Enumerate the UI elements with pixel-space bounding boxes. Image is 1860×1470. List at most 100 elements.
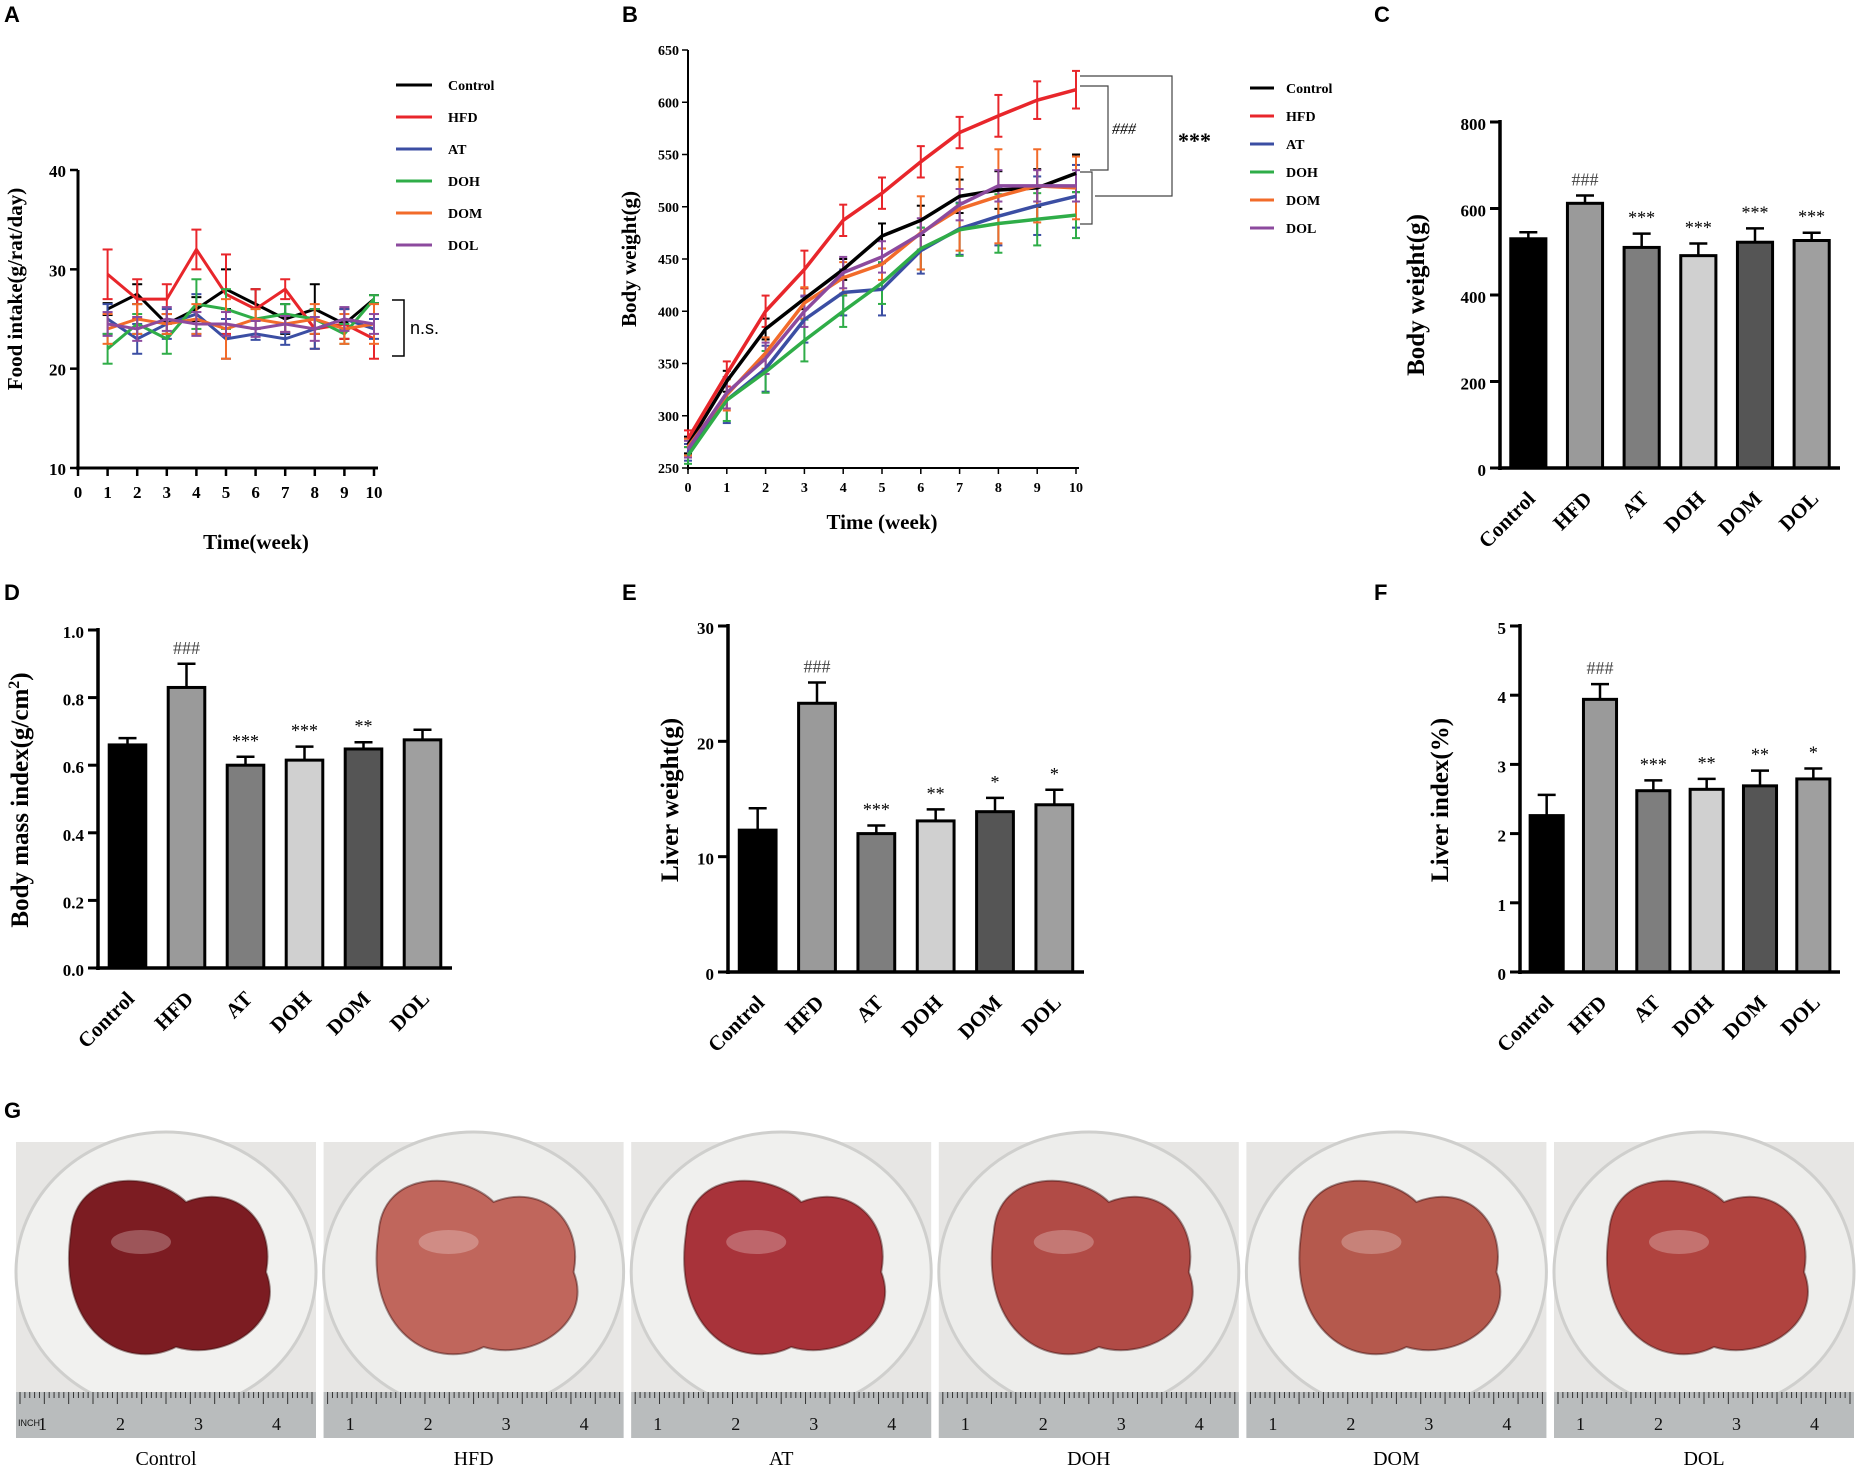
chart-d-sig-label: *** — [291, 721, 318, 741]
chart-d-category-label: DOM — [322, 986, 375, 1039]
chart-b-xtick-label: 4 — [840, 481, 847, 496]
chart-a-xtick-label: 0 — [74, 483, 83, 502]
chart-d-bar-control — [107, 743, 148, 970]
chart-f-ytick-label: 1 — [1498, 896, 1507, 915]
photo-caption: Control — [135, 1448, 197, 1470]
chart-a-legend-label: DOL — [448, 239, 478, 254]
ruler-number: 2 — [731, 1414, 740, 1434]
chart-f-category-label: AT — [1628, 991, 1665, 1028]
liver-photo-control: 1 2 3 4 INCH — [14, 1130, 318, 1438]
chart-f-bar-at — [1635, 789, 1672, 974]
chart-f-bar-dom — [1741, 784, 1779, 974]
chart-a-xtick-label: 2 — [133, 483, 142, 502]
chart-a-ns-label: n.s. — [410, 318, 439, 338]
liver-highlight — [726, 1230, 787, 1254]
chart-a-legend-label: DOM — [448, 207, 482, 222]
chart-d-bar-hfd — [166, 685, 207, 970]
chart-d-category-label: AT — [221, 987, 258, 1024]
chart-f-sig-label: ** — [1751, 745, 1769, 765]
liver-highlight — [1033, 1230, 1094, 1254]
ruler-number: 3 — [1732, 1414, 1741, 1434]
chart-c: Control ### HFD *** AT *** DOH *** DOM *** DOL 0 200… — [1403, 115, 1840, 553]
liver-tissue — [990, 1179, 1194, 1356]
chart-f-sig-label: ** — [1698, 753, 1716, 773]
chart-a-ns-bracket — [392, 299, 405, 357]
chart-b-star-label: *** — [1178, 128, 1211, 153]
liver-photo-dom: 1 2 3 4 — [1244, 1130, 1548, 1438]
chart-e-category-label: AT — [851, 991, 888, 1028]
chart-f-category-label: DOL — [1776, 991, 1825, 1040]
chart-a-xtick-label: 7 — [281, 483, 290, 502]
chart-a-ytick-label: 40 — [49, 162, 66, 181]
chart-c-sig-label: *** — [1742, 202, 1769, 222]
chart-d-bar-dom — [343, 747, 384, 970]
chart-a-series-line-doh — [106, 298, 376, 350]
chart-e-bar-control — [737, 828, 778, 974]
chart-b-xtick-label: 8 — [995, 481, 1002, 496]
ruler-number: 2 — [424, 1414, 433, 1434]
ruler-number: 4 — [1810, 1414, 1819, 1434]
ruler-number: 1 — [1576, 1414, 1585, 1434]
panel-letter-f: F — [1374, 580, 1387, 605]
liver-photo-doh: 1 2 3 4 — [937, 1130, 1241, 1438]
chart-e-category-label: DOM — [953, 990, 1006, 1043]
chart-e-ytick-label: 0 — [706, 965, 715, 984]
chart-f-ylabel: Liver index(%) — [1427, 718, 1454, 882]
chart-b-series-line-control — [686, 171, 1077, 446]
ruler-number: 3 — [1424, 1414, 1433, 1434]
panel-letter-c: C — [1374, 2, 1390, 27]
panel-letter-a: A — [4, 2, 20, 27]
chart-d-ytick-label: 0.6 — [63, 758, 84, 777]
chart-b-xtick-label: 0 — [685, 481, 692, 496]
chart-b-xtick-label: 1 — [723, 481, 730, 496]
chart-d: Control ### HFD *** AT *** DOH ** DOM DOL 0.0 0.2 0.… — [6, 623, 452, 1053]
chart-a-legend-label: DOH — [448, 175, 480, 190]
liver-tissue — [683, 1179, 887, 1356]
chart-f-sig-label: ### — [1587, 658, 1614, 678]
chart-c-sig-label: ### — [1572, 170, 1599, 190]
chart-a-series-line-control — [106, 287, 375, 326]
panel-letter-d: D — [4, 580, 20, 605]
chart-b-ylabel: Body weight(g) — [617, 191, 641, 327]
liver-tissue — [1606, 1179, 1809, 1356]
chart-c-sig-label: *** — [1685, 218, 1712, 238]
chart-c-bar-dol — [1792, 239, 1831, 470]
chart-a-legend-label: HFD — [448, 111, 478, 126]
liver-highlight — [1341, 1230, 1402, 1254]
chart-f-ytick-label: 4 — [1498, 688, 1507, 707]
chart-a-xtick-label: 1 — [103, 483, 112, 502]
chart-d-category-label: Control — [73, 986, 139, 1052]
chart-b-legend-label: Control — [1286, 82, 1333, 97]
liver-tissue — [68, 1179, 271, 1356]
chart-e-bar-dol — [1034, 803, 1075, 974]
chart-b-series-line-hfd — [686, 88, 1077, 440]
chart-b-ytick-label: 400 — [658, 305, 679, 320]
chart-a-xtick-label: 4 — [192, 483, 201, 502]
chart-b-xtick-label: 3 — [801, 481, 808, 496]
chart-d-ylabel-sup: 2 — [6, 681, 23, 689]
chart-b-xtick-label: 2 — [762, 481, 769, 496]
chart-e-sig-label: ### — [804, 657, 831, 677]
chart-e-sig-label: * — [1050, 764, 1059, 784]
chart-a-xtick-label: 9 — [340, 483, 349, 502]
chart-c-category-label: AT — [1617, 487, 1654, 524]
chart-e-category-label: Control — [703, 990, 769, 1056]
chart-b-xtick-label: 5 — [879, 481, 886, 496]
chart-a-xtick-label: 8 — [311, 483, 320, 502]
chart-c-ytick-label: 800 — [1461, 115, 1487, 134]
chart-e-sig-label: *** — [863, 800, 890, 820]
chart-f-category-label: DOH — [1667, 991, 1718, 1042]
ruler-number: 2 — [1654, 1414, 1663, 1434]
chart-b-bracket-groups — [1080, 171, 1093, 225]
chart-d-ytick-label: 0.4 — [63, 826, 85, 845]
ruler-number: 2 — [1346, 1414, 1355, 1434]
chart-b-ytick-label: 500 — [658, 201, 679, 216]
chart-b-legend-label: HFD — [1286, 110, 1316, 125]
chart-a-xtick-label: 3 — [163, 483, 172, 502]
chart-f-bar-hfd — [1581, 697, 1619, 974]
panel-letter-e: E — [622, 580, 637, 605]
chart-c-ylabel: Body weight(g) — [1403, 214, 1430, 376]
chart-b-ytick-label: 650 — [658, 44, 679, 59]
ruler-number: 4 — [887, 1414, 896, 1434]
chart-b-legend-label: DOL — [1286, 222, 1316, 237]
